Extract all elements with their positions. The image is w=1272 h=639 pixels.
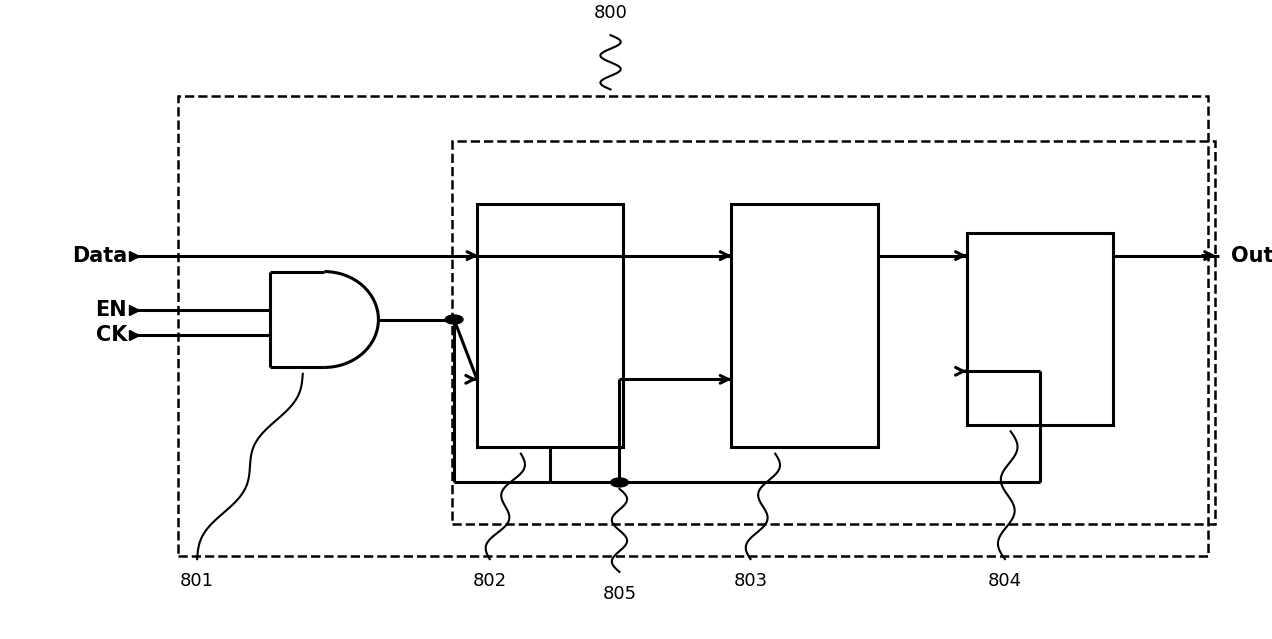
Text: EN: EN: [95, 300, 127, 320]
Text: Data: Data: [73, 245, 127, 266]
Bar: [178, 96, 1208, 556]
Text: 803: 803: [734, 572, 767, 590]
Bar: [477, 204, 623, 447]
Circle shape: [611, 478, 628, 487]
Bar: [452, 141, 1215, 524]
Text: 802: 802: [473, 572, 506, 590]
Text: 804: 804: [988, 572, 1021, 590]
Text: Out: Out: [1231, 245, 1272, 266]
Circle shape: [445, 315, 463, 324]
Text: CK: CK: [95, 325, 127, 346]
Bar: [967, 233, 1113, 425]
Text: 805: 805: [603, 585, 636, 603]
Bar: [731, 204, 878, 447]
Text: 801: 801: [181, 572, 214, 590]
Text: 800: 800: [594, 4, 627, 22]
